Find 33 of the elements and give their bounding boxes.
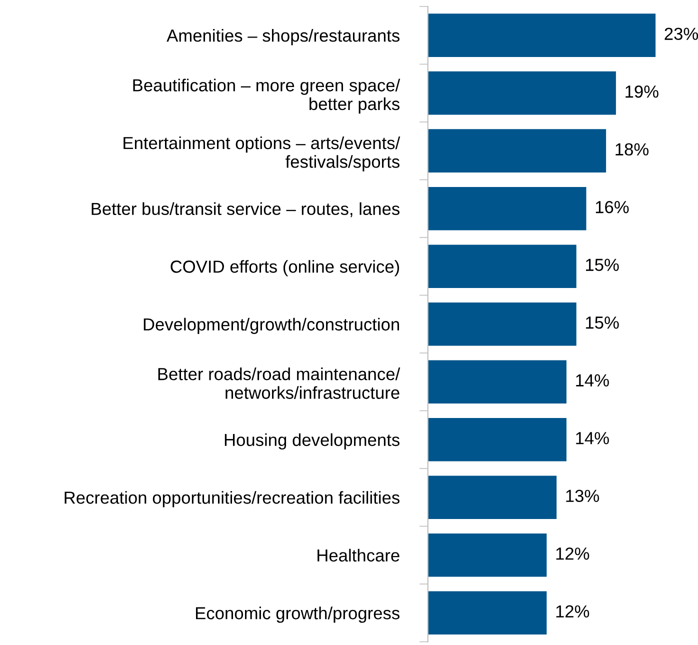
y-tick-label: Amenities – shops/restaurants	[166, 29, 400, 46]
bar	[428, 418, 566, 462]
bar	[428, 244, 576, 288]
data-label: 12%	[556, 548, 590, 560]
bar	[428, 186, 586, 230]
data-label: 23%	[664, 28, 698, 40]
bar	[428, 14, 656, 57]
y-tick-label: Better roads/road maintenance/ networks/infrastructure	[158, 367, 400, 399]
y-tick-label: Beautification – more green space/ better parks	[133, 78, 400, 114]
bar	[428, 533, 547, 577]
bar	[428, 591, 547, 635]
data-label: 18%	[616, 143, 649, 156]
data-label: 12%	[556, 605, 590, 618]
data-label: 15%	[586, 316, 619, 329]
y-tick-label: Housing developments	[224, 433, 400, 450]
y-tick-label: Healthcare	[318, 548, 400, 562]
y-tick-label: Economic growth/progress	[196, 606, 400, 623]
data-label: 14%	[576, 374, 609, 386]
data-label: 15%	[586, 258, 619, 272]
bar	[428, 476, 557, 520]
y-tick-label: Entertainment options – arts/events/ festivals/sports	[124, 136, 400, 172]
data-label: 16%	[596, 200, 629, 214]
y-tick-label: Better bus/transit service – routes, lanes	[92, 202, 400, 218]
bar	[428, 129, 606, 172]
bar	[428, 360, 566, 404]
data-label: 13%	[566, 490, 600, 502]
y-tick-label: COVID efforts (online service)	[170, 260, 400, 276]
data-label: 14%	[576, 432, 609, 444]
bar	[428, 71, 616, 115]
y-tick-label: Development/growth/construction	[144, 318, 399, 334]
y-tick-label: Recreation opportunities/recreation facilities	[64, 491, 400, 508]
data-label: 19%	[626, 85, 658, 98]
bar	[428, 302, 576, 346]
